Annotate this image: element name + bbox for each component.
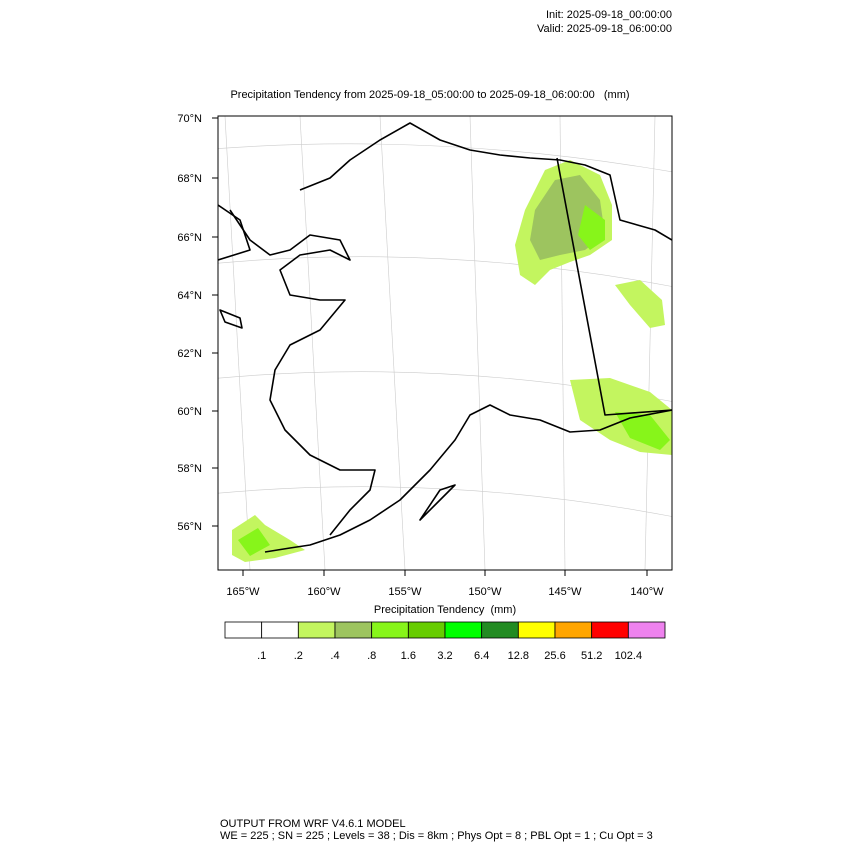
- coastlines: [218, 122, 672, 553]
- precip-area: [578, 205, 605, 250]
- lon-label: 160°W: [307, 586, 341, 598]
- colorbar-box: [554, 621, 593, 639]
- graticule-line: [218, 143, 672, 173]
- lon-label: 155°W: [388, 586, 422, 598]
- graticule: [218, 116, 672, 570]
- colorbar-label: 25.6: [544, 650, 565, 662]
- map-frame: [217, 115, 673, 571]
- colorbar-box: [444, 621, 483, 639]
- island: [219, 309, 243, 329]
- colorbar-label: 12.8: [508, 650, 529, 662]
- precip-area: [238, 528, 270, 556]
- colorbar-label: .4: [330, 650, 339, 662]
- graticule-line: [379, 116, 406, 570]
- lat-label: 62°N: [177, 348, 202, 360]
- graticule-line: [299, 116, 326, 570]
- colorbar-box: [334, 621, 373, 639]
- graticule-line: [644, 116, 656, 570]
- graticule-line: [469, 116, 486, 570]
- lat-label: 68°N: [177, 173, 202, 185]
- init-time: Init: 2025-09-18_00:00:00: [546, 9, 672, 21]
- colorbar-box: [591, 621, 629, 639]
- lat-label: 66°N: [177, 232, 202, 244]
- lon-label: 150°W: [468, 586, 502, 598]
- colorbar-label: 6.4: [474, 650, 489, 662]
- graticule-line: [218, 486, 672, 517]
- lat-label: 58°N: [177, 463, 202, 475]
- colorbar-box: [224, 621, 263, 639]
- lon-label: 140°W: [630, 586, 664, 598]
- colorbar-label: 3.2: [437, 650, 452, 662]
- colorbar-label: 51.2: [581, 650, 602, 662]
- coastline: [229, 209, 376, 536]
- island: [419, 484, 456, 521]
- footer-line: WE = 225 ; SN = 225 ; Levels = 38 ; Dis …: [220, 830, 653, 842]
- lat-label: 60°N: [177, 406, 202, 418]
- colorbar-label: 102.4: [615, 650, 643, 662]
- coastline: [218, 204, 251, 261]
- colorbar: .1 .2 .4 .8 1.6 3.2 6.4 12.8 25.6 51.2 102.4: [224, 621, 666, 662]
- lat-label: 56°N: [177, 521, 202, 533]
- colorbar-box: [627, 621, 666, 639]
- colorbar-box: [407, 621, 446, 639]
- colorbar-label: .8: [367, 650, 376, 662]
- map-content: [218, 116, 672, 570]
- precipitation: [232, 160, 672, 562]
- colorbar-title: Precipitation Tendency (mm): [374, 604, 516, 616]
- colorbar-box: [517, 621, 556, 639]
- map-title: Precipitation Tendency from 2025-09-18_0…: [230, 89, 629, 101]
- valid-time: Valid: 2025-09-18_06:00:00: [537, 23, 672, 35]
- lat-label: 64°N: [177, 290, 202, 302]
- precip-area: [615, 412, 670, 450]
- precip-area: [615, 280, 665, 328]
- graticule-line: [224, 116, 251, 570]
- colorbar-box: [371, 621, 409, 639]
- colorbar-box: [297, 621, 336, 639]
- colorbar-label: .1: [257, 650, 266, 662]
- colorbar-box: [481, 621, 519, 639]
- border: [556, 157, 672, 416]
- lon-label: 165°W: [226, 586, 260, 598]
- graticule-line: [218, 256, 672, 287]
- colorbar-label: 1.6: [401, 650, 416, 662]
- lon-label: 145°W: [548, 586, 582, 598]
- footer-line: OUTPUT FROM WRF V4.6.1 MODEL: [220, 818, 406, 830]
- lat-label: 70°N: [177, 113, 202, 125]
- map-area: 70°N68°N66°N64°N62°N60°N58°N56°N 165°W 16…: [177, 113, 673, 598]
- coastline: [299, 122, 672, 241]
- colorbar-box: [261, 621, 299, 639]
- coastline: [264, 404, 672, 553]
- lat-labels: 70°N 68°N 66°N 64°N 62°N 60°N 58°N 56°N: [177, 113, 218, 533]
- colorbar-label: .2: [294, 650, 303, 662]
- lon-labels: 165°W 160°W 155°W 150°W 145°W 140°W: [226, 570, 664, 598]
